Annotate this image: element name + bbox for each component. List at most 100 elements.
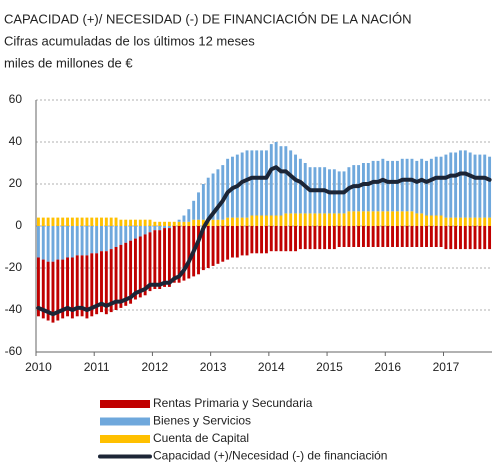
bar [352, 211, 356, 226]
bar [347, 211, 351, 226]
bar [488, 217, 492, 226]
bar [138, 226, 142, 237]
bar [235, 226, 239, 258]
bar [444, 226, 448, 250]
bar [182, 221, 186, 226]
bar [391, 211, 395, 226]
bar [221, 226, 225, 262]
bar [371, 226, 375, 247]
bar [400, 211, 404, 226]
bar [133, 219, 137, 226]
bar [298, 213, 302, 226]
bar [95, 253, 99, 315]
bar [201, 226, 205, 271]
bar [395, 211, 399, 226]
bar [167, 228, 171, 287]
x-tick-label: 2016 [374, 360, 401, 374]
bar [415, 226, 419, 247]
bar [90, 217, 94, 226]
bar [279, 146, 283, 216]
bar [226, 226, 230, 260]
bar [294, 213, 297, 226]
y-tick-label: 20 [9, 176, 23, 190]
bar [41, 226, 45, 260]
bar [36, 257, 40, 317]
bar [158, 230, 162, 289]
bar [381, 226, 385, 247]
bar [51, 217, 55, 226]
bar [468, 217, 472, 226]
bar [95, 217, 99, 226]
bar [51, 261, 55, 323]
bar [454, 217, 458, 226]
bar [439, 215, 443, 226]
bar [284, 213, 288, 226]
bar [361, 226, 365, 247]
bar [114, 226, 118, 247]
bar [425, 160, 428, 216]
bar [400, 226, 404, 247]
bar [366, 163, 370, 212]
bar [439, 156, 443, 216]
y-tick-label: 40 [9, 134, 23, 148]
bar [177, 226, 181, 283]
bar [395, 160, 399, 212]
bar [124, 219, 128, 226]
bar [85, 226, 89, 256]
bar [66, 226, 69, 258]
legend-swatch [100, 417, 150, 426]
bar [158, 221, 162, 226]
bar [216, 169, 220, 220]
bar [250, 215, 254, 226]
bar [260, 226, 264, 254]
bar [289, 226, 293, 252]
bar [177, 219, 181, 222]
bar [483, 217, 487, 226]
bar [318, 226, 322, 250]
bar [410, 226, 414, 247]
bar [245, 150, 249, 218]
bar [454, 226, 458, 250]
bar [391, 226, 395, 247]
bar [386, 226, 390, 247]
bar [85, 217, 89, 226]
bar [100, 217, 103, 226]
bar [56, 217, 60, 226]
bar [109, 226, 113, 250]
bar [129, 240, 133, 304]
bar [104, 217, 108, 226]
bar [337, 213, 341, 226]
bar [226, 217, 230, 226]
bar [473, 226, 477, 250]
bar [429, 158, 433, 216]
bar [143, 226, 147, 235]
bar [264, 226, 268, 254]
bar [459, 217, 462, 226]
bar [226, 158, 230, 218]
bar [221, 219, 225, 226]
bar [269, 226, 273, 252]
bar [429, 226, 433, 247]
bar [66, 217, 69, 226]
chart-subtitle: Cifras acumuladas de los últimos 12 mese… [4, 33, 255, 48]
y-tick-label: 0 [15, 218, 22, 232]
bar [36, 217, 40, 226]
bar [264, 215, 268, 226]
bar [148, 226, 152, 233]
legend-label: Rentas Primaria y Secundaria [153, 396, 313, 410]
bar [444, 154, 448, 218]
x-tick-label: 2013 [200, 360, 227, 374]
bar [211, 226, 215, 266]
bar [328, 226, 331, 250]
bar [361, 211, 365, 226]
bar [473, 217, 477, 226]
bar [357, 211, 361, 226]
bar [361, 163, 365, 212]
bar [61, 226, 65, 260]
bar [308, 213, 312, 226]
bar [420, 226, 424, 247]
y-tick-label: -40 [5, 302, 23, 316]
bar [240, 152, 244, 218]
bar [429, 215, 433, 226]
